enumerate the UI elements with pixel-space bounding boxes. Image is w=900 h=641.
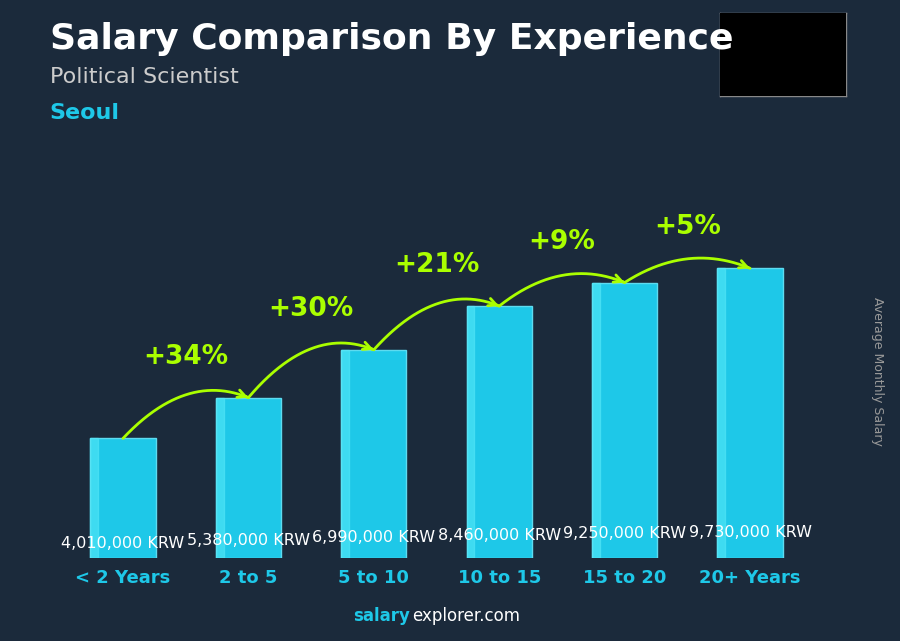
Text: 9,250,000 KRW: 9,250,000 KRW bbox=[563, 526, 686, 541]
Bar bbox=[90, 438, 98, 558]
Text: +30%: +30% bbox=[268, 296, 354, 322]
Text: +9%: +9% bbox=[528, 229, 595, 254]
Text: +34%: +34% bbox=[143, 344, 229, 370]
Text: Average Monthly Salary: Average Monthly Salary bbox=[871, 297, 884, 446]
Bar bbox=[216, 397, 281, 558]
Text: +21%: +21% bbox=[394, 252, 479, 278]
FancyBboxPatch shape bbox=[774, 7, 872, 60]
Circle shape bbox=[776, 59, 790, 68]
Bar bbox=[341, 350, 349, 558]
FancyBboxPatch shape bbox=[701, 49, 799, 102]
FancyBboxPatch shape bbox=[774, 2, 872, 55]
FancyBboxPatch shape bbox=[774, 49, 872, 102]
FancyBboxPatch shape bbox=[694, 12, 792, 65]
Bar bbox=[592, 283, 657, 558]
Text: 4,010,000 KRW: 4,010,000 KRW bbox=[61, 535, 184, 551]
FancyBboxPatch shape bbox=[694, 2, 792, 55]
Bar bbox=[466, 306, 532, 558]
Wedge shape bbox=[755, 54, 811, 73]
Bar bbox=[90, 438, 156, 558]
Bar bbox=[216, 397, 223, 558]
Bar bbox=[592, 283, 599, 558]
FancyBboxPatch shape bbox=[694, 7, 792, 60]
Bar bbox=[717, 269, 783, 558]
FancyBboxPatch shape bbox=[774, 12, 872, 65]
Text: Salary Comparison By Experience: Salary Comparison By Experience bbox=[50, 22, 733, 56]
Text: 9,730,000 KRW: 9,730,000 KRW bbox=[688, 526, 812, 540]
Circle shape bbox=[776, 41, 790, 50]
Text: 5,380,000 KRW: 5,380,000 KRW bbox=[187, 533, 310, 548]
Wedge shape bbox=[755, 36, 811, 54]
Bar bbox=[717, 269, 725, 558]
Text: Political Scientist: Political Scientist bbox=[50, 67, 239, 87]
Bar bbox=[341, 350, 407, 558]
FancyBboxPatch shape bbox=[694, 49, 792, 102]
Circle shape bbox=[770, 54, 796, 73]
FancyBboxPatch shape bbox=[767, 49, 865, 102]
Text: 6,990,000 KRW: 6,990,000 KRW bbox=[312, 530, 436, 545]
Text: 8,460,000 KRW: 8,460,000 KRW bbox=[437, 528, 561, 542]
FancyBboxPatch shape bbox=[686, 49, 784, 102]
Text: explorer.com: explorer.com bbox=[412, 607, 520, 625]
Text: +5%: +5% bbox=[654, 214, 721, 240]
Circle shape bbox=[770, 36, 796, 54]
Text: Seoul: Seoul bbox=[50, 103, 120, 122]
Text: salary: salary bbox=[353, 607, 410, 625]
FancyBboxPatch shape bbox=[782, 49, 880, 102]
Bar bbox=[466, 306, 474, 558]
